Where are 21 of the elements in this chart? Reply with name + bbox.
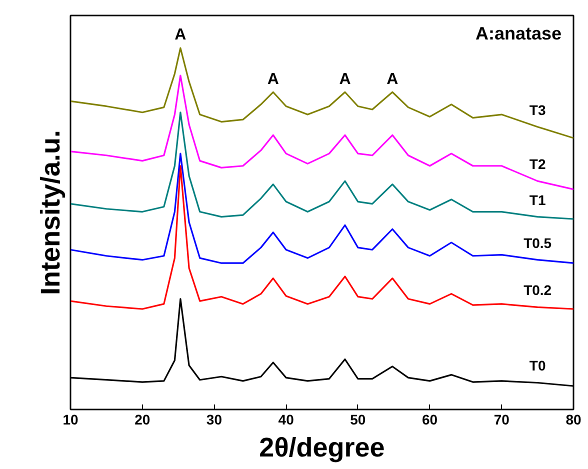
series-label: T1 bbox=[529, 192, 546, 208]
x-tick-label: 60 bbox=[422, 412, 438, 428]
x-tick-label: 10 bbox=[62, 412, 78, 428]
annotation: A bbox=[339, 70, 352, 88]
annotation: A bbox=[174, 26, 187, 44]
y-axis-title: Intensity/a.u. bbox=[36, 130, 66, 296]
series-label: T0.5 bbox=[524, 234, 552, 251]
x-tick-label: 50 bbox=[350, 412, 366, 428]
x-tick-label: 40 bbox=[278, 412, 294, 428]
x-tick-label: 20 bbox=[134, 412, 150, 428]
series-label: T0.2 bbox=[524, 282, 552, 298]
text: A:anatase bbox=[475, 24, 562, 44]
annotation: A bbox=[267, 70, 280, 88]
series-label: T0 bbox=[529, 358, 546, 374]
x-tick-label: 80 bbox=[566, 412, 582, 428]
x-axis-title: 2θ/degree bbox=[259, 432, 385, 462]
x-tick-label: 30 bbox=[206, 412, 222, 428]
x-tick-label: 70 bbox=[494, 412, 510, 428]
annotation: A bbox=[386, 70, 399, 88]
series-label: T3 bbox=[529, 102, 546, 118]
series-label: T2 bbox=[529, 156, 546, 172]
